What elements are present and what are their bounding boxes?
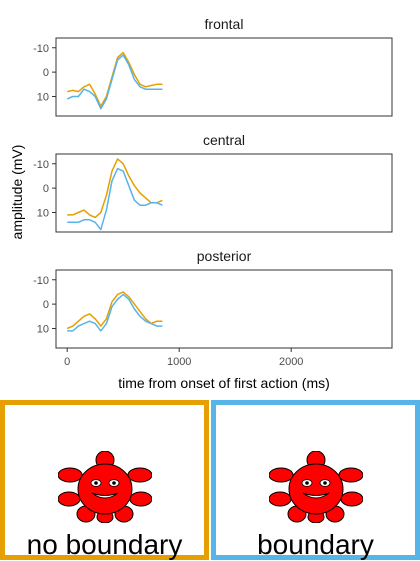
series-line-no_boundary bbox=[67, 159, 162, 218]
panel-title-frontal: frontal bbox=[205, 16, 244, 32]
series-line-boundary bbox=[67, 294, 162, 331]
y-tick-label: 10 bbox=[37, 92, 49, 104]
y-tick-label: 0 bbox=[43, 183, 49, 195]
y-tick-label: -10 bbox=[33, 43, 49, 55]
y-tick-label: 10 bbox=[37, 208, 49, 220]
y-axis-label: amplitude (mV) bbox=[9, 145, 25, 240]
x-tick-label: 1000 bbox=[167, 356, 191, 368]
panel-title-posterior: posterior bbox=[197, 248, 252, 264]
panel-title-central: central bbox=[203, 132, 245, 148]
x-axis-label: time from onset of first action (ms) bbox=[118, 375, 330, 391]
series-line-no_boundary bbox=[67, 53, 162, 107]
series-line-boundary bbox=[67, 169, 162, 230]
y-tick-label: 10 bbox=[37, 324, 49, 336]
y-tick-label: 0 bbox=[43, 67, 49, 79]
x-tick-label: 0 bbox=[64, 356, 70, 368]
legend-boundary-box: boundary bbox=[211, 400, 420, 560]
erp-chart: frontal -10 0 10 central -10 0 10 posterior -10 0 1… bbox=[0, 0, 420, 398]
y-tick-label: 0 bbox=[43, 299, 49, 311]
x-tick-label: 2000 bbox=[279, 356, 303, 368]
series-line-boundary bbox=[67, 55, 162, 109]
legend-label-boundary: boundary bbox=[216, 529, 415, 561]
panel-frame bbox=[56, 38, 392, 116]
panel-frame bbox=[56, 270, 392, 348]
legend-label-no-boundary: no boundary bbox=[5, 529, 204, 561]
y-tick-label: -10 bbox=[33, 275, 49, 287]
legend-no-boundary-box: no boundary bbox=[0, 400, 209, 560]
y-tick-label: -10 bbox=[33, 159, 49, 171]
red-creature-icon bbox=[58, 451, 152, 523]
red-creature-icon bbox=[269, 451, 363, 523]
